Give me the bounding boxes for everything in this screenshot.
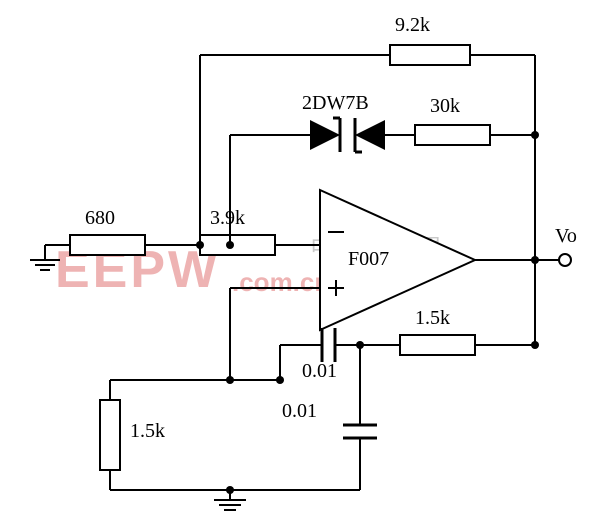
resistor-1-5k-bot bbox=[100, 380, 120, 490]
ground-left bbox=[30, 245, 60, 270]
circuit-diagram: EEPW .com.cn 电子产品世界 bbox=[0, 0, 597, 514]
node-r1 bbox=[531, 131, 539, 139]
resistor-9-2k bbox=[200, 45, 535, 65]
label-c-bot: 0.01 bbox=[282, 400, 317, 423]
label-vo: Vo bbox=[555, 225, 577, 248]
resistor-1-5k-fb bbox=[360, 335, 535, 355]
capacitor-bottom bbox=[343, 415, 377, 490]
label-9-2k: 9.2k bbox=[395, 14, 430, 37]
terminal-vo bbox=[559, 254, 571, 266]
label-30k: 30k bbox=[430, 95, 460, 118]
node-plus-bus2 bbox=[276, 376, 284, 384]
node-1 bbox=[196, 241, 204, 249]
node-gnd-bus bbox=[226, 486, 234, 494]
node-1b bbox=[226, 241, 234, 249]
node-plus-bus bbox=[226, 376, 234, 384]
label-680: 680 bbox=[85, 207, 115, 230]
zener-2dw7b bbox=[230, 118, 415, 152]
ground-bottom bbox=[214, 500, 246, 510]
schematic-svg bbox=[0, 0, 597, 514]
label-3-9k: 3.9k bbox=[210, 207, 245, 230]
label-1-5k-bot: 1.5k bbox=[130, 420, 165, 443]
label-c-top: 0.01 bbox=[302, 360, 337, 383]
label-1-5k-fb: 1.5k bbox=[415, 307, 450, 330]
label-f007: F007 bbox=[348, 248, 389, 271]
resistor-30k bbox=[415, 125, 535, 145]
label-2dw7b: 2DW7B bbox=[302, 92, 369, 115]
resistor-680 bbox=[45, 235, 200, 255]
